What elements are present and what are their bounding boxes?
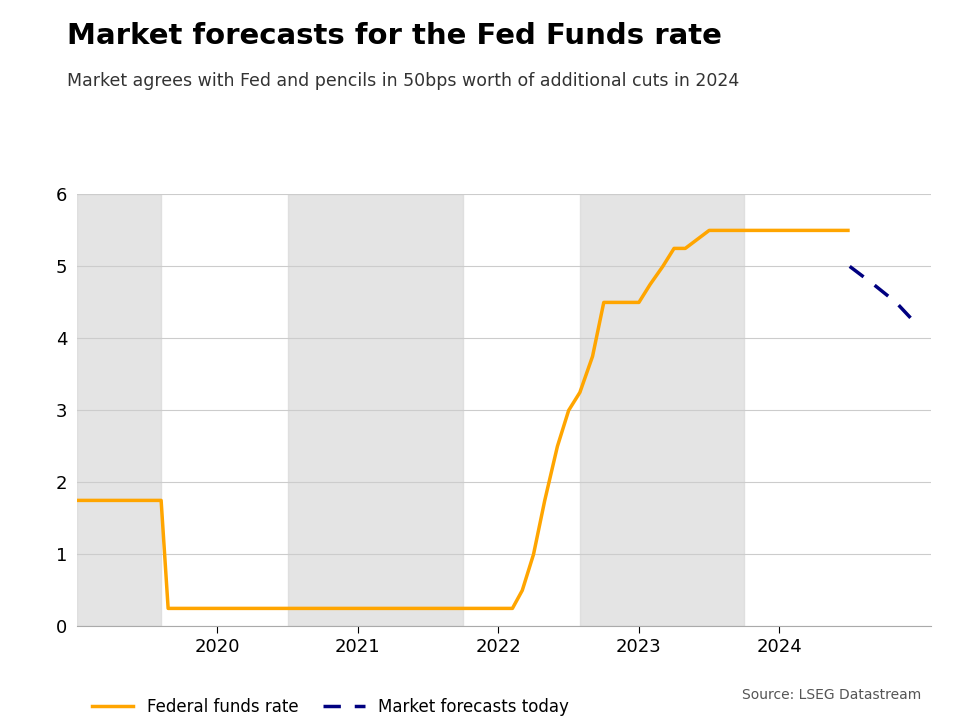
Text: Market agrees with Fed and pencils in 50bps worth of additional cuts in 2024: Market agrees with Fed and pencils in 50…	[67, 72, 739, 90]
Text: Source: LSEG Datastream: Source: LSEG Datastream	[742, 688, 922, 702]
Text: Market forecasts for the Fed Funds rate: Market forecasts for the Fed Funds rate	[67, 22, 722, 50]
Bar	[580, 194, 744, 626]
Bar	[288, 194, 464, 626]
Legend: Federal funds rate, Market forecasts today: Federal funds rate, Market forecasts tod…	[85, 691, 576, 720]
Bar	[77, 194, 161, 626]
